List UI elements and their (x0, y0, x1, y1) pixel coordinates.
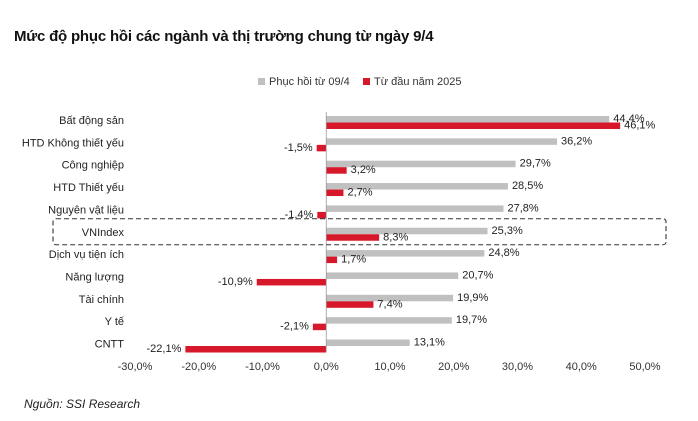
value-label: 36,2% (561, 135, 592, 147)
highlight-box (52, 218, 667, 246)
bar-ytd (326, 234, 380, 241)
value-label: 1,7% (341, 254, 366, 266)
value-label: 44,4% (613, 113, 644, 125)
value-label: 19,7% (456, 314, 487, 326)
source-note: Nguồn: SSI Research (24, 397, 141, 411)
bar-recovery (326, 183, 508, 190)
x-tick-label: -10,0% (245, 361, 280, 373)
x-tick-label: 10,0% (374, 361, 405, 373)
value-labels: 44,4%46,1% 36,2% -1,5% 29,7% 3,2% 28,5% 2,7% 27… (147, 113, 656, 355)
category-label: Nguyên vật liệu (48, 204, 124, 216)
value-label: -1,5% (284, 142, 313, 154)
bar-ytd (256, 278, 327, 286)
bar-ytd (326, 167, 347, 174)
category-label: VNIndex (82, 227, 125, 239)
category-labels: Bất động sản HTD Không thiết yếu Công nghi… (22, 115, 125, 351)
bar-ytd (326, 301, 374, 308)
x-tick-label: 30,0% (502, 361, 533, 373)
bar-recovery (326, 138, 558, 145)
value-label: 24,8% (488, 247, 519, 259)
value-label: 29,7% (520, 158, 551, 170)
category-label: Y tế (105, 316, 124, 328)
chart-title: Mức độ phục hồi các ngành và thị trường … (14, 28, 434, 45)
bar-recovery (326, 317, 452, 324)
legend-swatch-0 (258, 78, 265, 85)
bar-ytd (312, 323, 327, 331)
legend-swatch-1 (363, 78, 370, 85)
value-label: 25,3% (492, 225, 523, 237)
category-label: HTD Thiết yếu (53, 182, 124, 194)
category-label: HTD Không thiết yếu (22, 137, 124, 149)
value-label: 28,5% (512, 180, 543, 192)
value-label: 20,7% (462, 269, 493, 281)
x-tick-label: -30,0% (118, 361, 153, 373)
bar-recovery (326, 160, 516, 168)
bar-ytd (326, 122, 621, 129)
x-tick-label: 50,0% (629, 361, 660, 373)
value-label: 8,3% (383, 231, 408, 243)
category-label: Tài chính (79, 294, 124, 306)
bar-ytd (317, 211, 327, 219)
x-tick-label: 0,0% (314, 361, 339, 373)
value-label: 27,8% (507, 202, 538, 214)
value-label: -2,1% (280, 321, 309, 333)
value-label: -1,4% (285, 209, 314, 221)
x-tick-label: -20,0% (181, 361, 216, 373)
category-label: CNTT (95, 339, 125, 351)
legend: Phục hồi từ 09/4 Từ đầu năm 2025 (258, 76, 461, 88)
bar-recovery (326, 272, 459, 279)
bar-recovery (326, 250, 485, 257)
bar-ytd (326, 256, 338, 264)
value-label: 13,1% (414, 337, 445, 349)
bar-recovery (326, 205, 504, 212)
vnindex-highlight-box (52, 218, 667, 246)
value-label: -10,9% (218, 276, 253, 288)
category-label: Dịch vụ tiện ích (49, 249, 124, 261)
bar-recovery (326, 227, 488, 235)
value-label: 2,7% (347, 187, 372, 199)
bar-recovery (326, 116, 610, 123)
legend-label-1: Từ đầu năm 2025 (374, 76, 461, 88)
bar-ytd (326, 189, 344, 197)
value-label: -22,1% (147, 343, 182, 355)
value-label: 46,1% (624, 120, 655, 132)
x-tick-label: 20,0% (438, 361, 469, 373)
bar-recovery (326, 294, 454, 302)
bar-ytd (316, 144, 327, 152)
bar-ytd (185, 346, 327, 353)
value-label: 7,4% (377, 298, 402, 310)
x-axis: -30,0% -20,0% -10,0% 0,0% 10,0% 20,0% 30,0% 40,… (118, 112, 661, 373)
x-tick-label: 40,0% (566, 361, 597, 373)
category-label: Bất động sản (59, 115, 124, 127)
bars (185, 116, 621, 353)
value-label: 3,2% (351, 164, 376, 176)
category-label: Công nghiệp (62, 160, 124, 172)
value-label: 19,9% (457, 292, 488, 304)
bar-recovery (326, 339, 410, 346)
category-label: Năng lượng (65, 271, 124, 283)
legend-label-0: Phục hồi từ 09/4 (269, 76, 350, 88)
